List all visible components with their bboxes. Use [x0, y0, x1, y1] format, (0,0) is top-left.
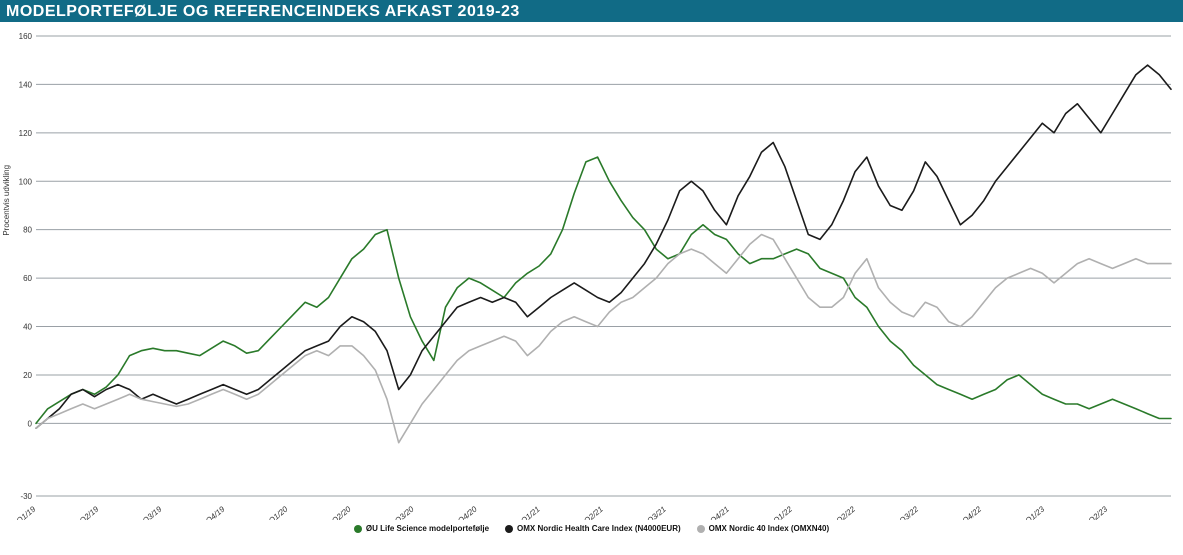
svg-text:0: 0	[28, 420, 33, 429]
svg-text:Q1/22: Q1/22	[771, 504, 794, 520]
svg-text:Q2/23: Q2/23	[1087, 504, 1110, 520]
svg-text:20: 20	[23, 371, 32, 380]
legend-swatch	[505, 525, 513, 533]
chart-legend: ØU Life Science modelportefølje OMX Nordi…	[0, 520, 1183, 533]
legend-item: OMX Nordic 40 Index (OMXN40)	[697, 524, 829, 533]
svg-text:Q4/22: Q4/22	[961, 504, 984, 520]
chart-area: Procentvis udvikling -30 0 20 40 60 80 100 120 1…	[0, 22, 1183, 520]
svg-text:Q2/22: Q2/22	[835, 504, 858, 520]
svg-text:Q3/22: Q3/22	[898, 504, 921, 520]
legend-item: ØU Life Science modelportefølje	[354, 524, 489, 533]
svg-text:60: 60	[23, 274, 32, 283]
svg-text:Q2/20: Q2/20	[330, 504, 353, 520]
svg-text:160: 160	[19, 32, 33, 41]
legend-label: ØU Life Science modelportefølje	[366, 524, 489, 533]
chart-title-bar: MODELPORTEFØLJE OG REFERENCEINDEKS AFKAS…	[0, 0, 1183, 22]
svg-text:Q3/21: Q3/21	[645, 505, 667, 520]
legend-label: OMX Nordic Health Care Index (N4000EUR)	[517, 524, 681, 533]
svg-text:Q3/19: Q3/19	[141, 504, 164, 520]
svg-text:120: 120	[19, 129, 33, 138]
legend-item: OMX Nordic Health Care Index (N4000EUR)	[505, 524, 681, 533]
legend-swatch	[354, 525, 362, 533]
svg-text:80: 80	[23, 226, 32, 235]
svg-text:140: 140	[19, 81, 33, 90]
chart-title: MODELPORTEFØLJE OG REFERENCEINDEKS AFKAS…	[6, 3, 520, 20]
y-axis-label: Procentvis udvikling	[2, 165, 11, 236]
svg-text:100: 100	[19, 177, 33, 186]
svg-text:Q2/21: Q2/21	[582, 505, 604, 520]
svg-text:-30: -30	[20, 492, 32, 501]
svg-text:Q1/19: Q1/19	[15, 504, 38, 520]
svg-text:Q2/19: Q2/19	[78, 504, 101, 520]
line-chart-svg: -30 0 20 40 60 80 100 120 140 160 Q1/19 Q2/19 Q3/19 Q…	[0, 22, 1183, 520]
svg-text:Q1/21: Q1/21	[519, 505, 541, 520]
svg-text:Q4/19: Q4/19	[204, 504, 227, 520]
svg-text:40: 40	[23, 323, 32, 332]
legend-swatch	[697, 525, 705, 533]
svg-text:Q3/20: Q3/20	[393, 504, 416, 520]
svg-text:Q1/20: Q1/20	[267, 504, 290, 520]
legend-label: OMX Nordic 40 Index (OMXN40)	[709, 524, 829, 533]
svg-text:Q4/20: Q4/20	[456, 504, 479, 520]
svg-text:Q4/21: Q4/21	[708, 505, 730, 520]
svg-text:Q1/23: Q1/23	[1024, 504, 1047, 520]
